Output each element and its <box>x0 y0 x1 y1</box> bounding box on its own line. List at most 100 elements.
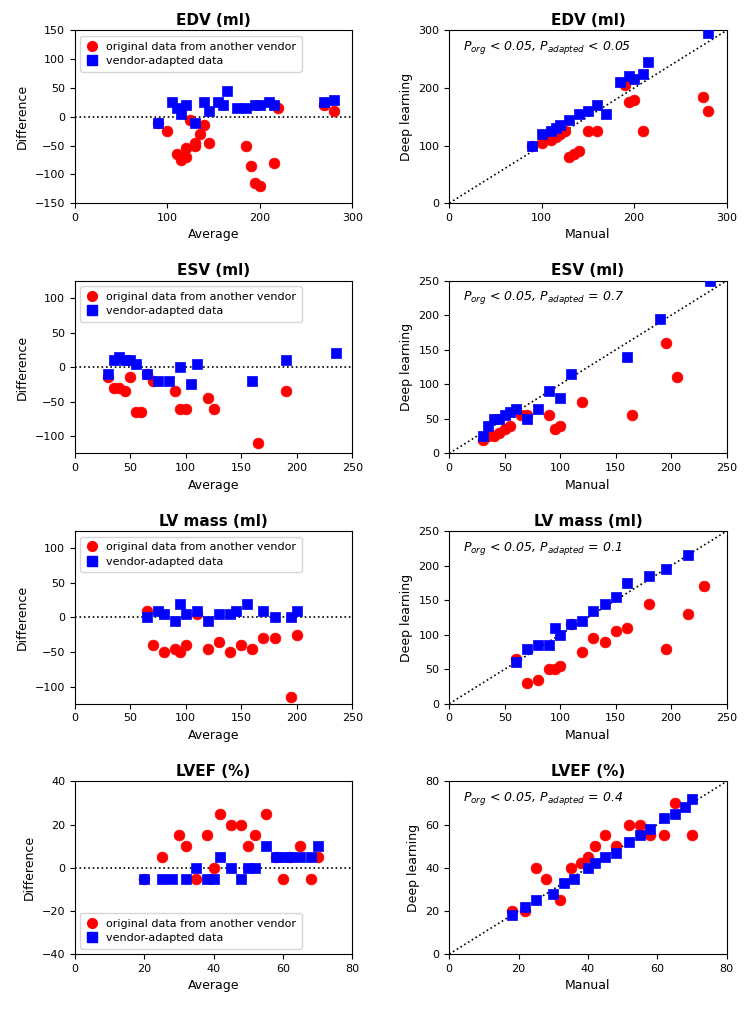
Point <box>214 806 226 822</box>
Point <box>249 97 261 114</box>
Point <box>702 25 714 42</box>
Point <box>190 860 202 876</box>
Point <box>180 140 192 156</box>
Point <box>644 821 656 837</box>
Point <box>169 640 181 657</box>
Point <box>610 623 622 639</box>
Point <box>189 115 201 131</box>
Point <box>241 596 253 612</box>
Point <box>598 633 610 650</box>
Point <box>698 579 710 595</box>
Point <box>139 871 151 887</box>
X-axis label: Manual: Manual <box>565 228 610 242</box>
Point <box>139 871 151 887</box>
Point <box>686 827 698 843</box>
Point <box>563 149 575 165</box>
Point <box>130 355 142 371</box>
Point <box>130 404 142 420</box>
Point <box>171 146 183 162</box>
Point <box>173 827 185 843</box>
Point <box>214 849 226 865</box>
Point <box>554 126 566 142</box>
Point <box>156 871 168 887</box>
Point <box>318 94 330 111</box>
Point <box>532 401 544 417</box>
Point <box>169 613 181 629</box>
Point <box>207 871 219 887</box>
Point <box>279 383 291 399</box>
Point <box>180 149 192 165</box>
Point <box>476 428 488 445</box>
Point <box>626 407 638 423</box>
Point <box>207 860 219 876</box>
Point <box>203 135 215 151</box>
Point <box>619 77 631 93</box>
Point <box>521 640 533 657</box>
Point <box>152 115 164 131</box>
Title: LV mass (ml): LV mass (ml) <box>160 514 268 529</box>
Point <box>190 871 202 887</box>
Point <box>532 637 544 654</box>
Point <box>573 143 585 159</box>
Point <box>189 135 201 151</box>
Point <box>124 352 136 368</box>
Point <box>623 833 635 850</box>
Point <box>669 795 681 811</box>
X-axis label: Manual: Manual <box>565 479 610 491</box>
Point <box>305 849 317 865</box>
Point <box>119 352 131 368</box>
Point <box>634 827 646 843</box>
Point <box>520 898 532 915</box>
Text: $P_{org}$ < 0.05, $P_{adapted}$ = 0.7: $P_{org}$ < 0.05, $P_{adapted}$ = 0.7 <box>463 289 624 307</box>
Title: ESV (ml): ESV (ml) <box>551 263 625 278</box>
Point <box>180 606 192 622</box>
Point <box>506 902 518 919</box>
Point <box>610 589 622 605</box>
Point <box>175 644 187 660</box>
Point <box>682 606 694 622</box>
Point <box>493 411 505 427</box>
Point <box>621 620 633 636</box>
Point <box>102 365 114 382</box>
Point <box>621 574 633 591</box>
Point <box>277 849 289 865</box>
Point <box>141 365 153 382</box>
Point <box>224 606 236 622</box>
Point <box>166 94 178 111</box>
Point <box>565 365 577 382</box>
Point <box>482 428 494 445</box>
Point <box>224 644 236 660</box>
Point <box>180 401 192 417</box>
Title: LVEF (%): LVEF (%) <box>551 764 625 779</box>
Point <box>499 421 511 437</box>
Point <box>548 620 560 636</box>
Point <box>203 103 215 119</box>
Point <box>191 606 203 622</box>
Point <box>568 146 580 162</box>
Title: LV mass (ml): LV mass (ml) <box>533 514 642 529</box>
Point <box>548 885 560 901</box>
Point <box>554 390 566 406</box>
Point <box>576 394 588 410</box>
Point <box>554 418 566 434</box>
Point <box>270 849 282 865</box>
Point <box>249 827 261 843</box>
Point <box>527 137 539 153</box>
Point <box>249 175 261 191</box>
X-axis label: Average: Average <box>188 729 239 742</box>
Point <box>679 799 691 815</box>
Point <box>559 123 571 139</box>
Point <box>285 689 297 705</box>
X-axis label: Manual: Manual <box>565 979 610 993</box>
Point <box>201 827 213 843</box>
Point <box>599 827 611 843</box>
Point <box>157 644 169 660</box>
Point <box>527 137 539 153</box>
Legend: original data from another vendor, vendor-adapted data: original data from another vendor, vendo… <box>80 537 302 572</box>
Point <box>260 838 272 855</box>
Point <box>291 603 303 619</box>
Point <box>166 871 178 887</box>
Point <box>269 609 281 625</box>
Point <box>599 849 611 865</box>
Point <box>235 637 247 654</box>
